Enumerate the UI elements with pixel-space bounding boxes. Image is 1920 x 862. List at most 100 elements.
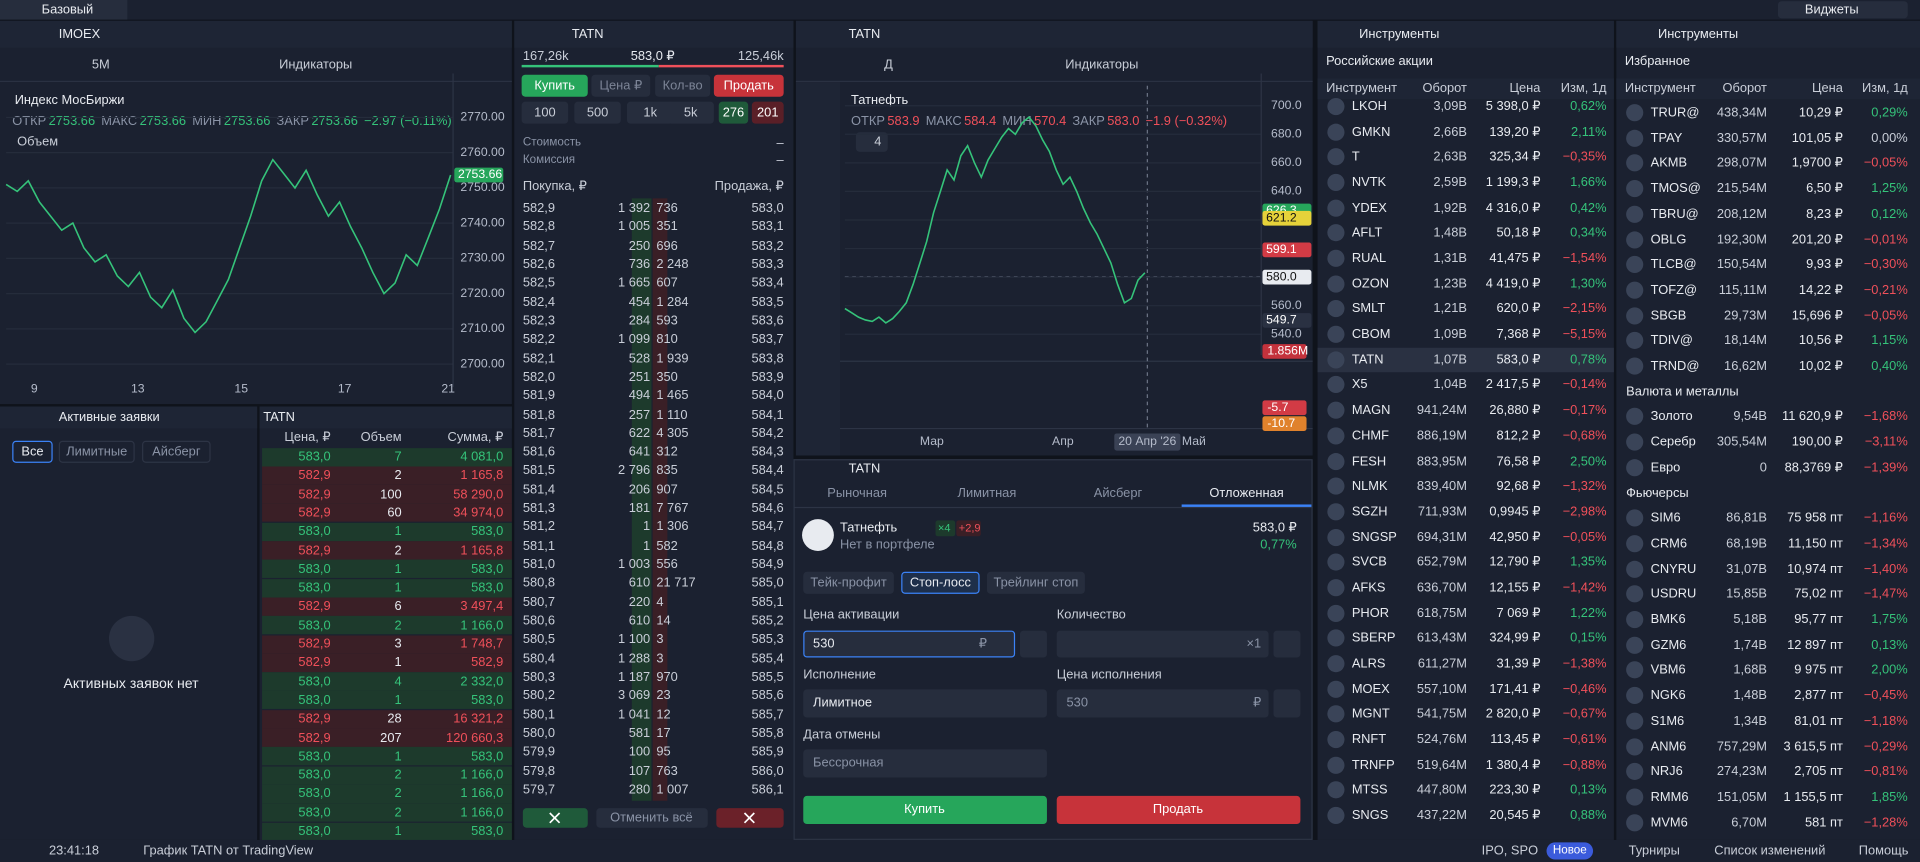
help-link[interactable]: Помощь: [1858, 843, 1909, 859]
ticker[interactable]: RNFT: [1351, 732, 1387, 747]
ticker[interactable]: TRNFP: [1351, 757, 1395, 773]
quick-quantity[interactable]: [574, 101, 621, 124]
exec-price-input[interactable]: [1056, 689, 1269, 718]
ticker[interactable]: SGZH: [1351, 504, 1388, 520]
ticker[interactable]: AFKS: [1351, 580, 1386, 595]
ticker[interactable]: OZON: [1351, 276, 1389, 292]
widgets-button-label[interactable]: Виджеты: [1804, 2, 1859, 18]
ticker[interactable]: NLMK: [1351, 478, 1388, 494]
ticker[interactable]: SNGSP: [1351, 529, 1397, 545]
quick-quantity-label[interactable]: 500: [586, 105, 609, 120]
ticker[interactable]: AKMB: [1650, 155, 1688, 171]
order-book-button[interactable]: [591, 74, 651, 97]
sell-button-label[interactable]: Продать: [1152, 802, 1204, 817]
filter-label[interactable]: Айсберг: [152, 444, 201, 460]
order-type-tab[interactable]: Айсберг: [1093, 486, 1143, 501]
ticker[interactable]: GMKN: [1351, 124, 1391, 140]
ticker[interactable]: TBRU@: [1650, 206, 1699, 222]
ticker[interactable]: NVTK: [1351, 175, 1387, 190]
stop-type-tab[interactable]: [803, 571, 894, 594]
quick-quantity[interactable]: [521, 101, 569, 124]
sell-button[interactable]: [1056, 795, 1301, 825]
stepper[interactable]: [1273, 689, 1301, 718]
ticker[interactable]: MAGN: [1351, 403, 1391, 418]
ticker[interactable]: PHOR: [1351, 605, 1389, 621]
ticker[interactable]: USDRU: [1650, 586, 1697, 602]
workspace-tab-label[interactable]: Базовый: [41, 2, 94, 18]
quick-quantity-label[interactable]: 5k: [683, 105, 698, 120]
ticker[interactable]: VBM6: [1650, 662, 1686, 678]
ticker[interactable]: TMOS@: [1650, 181, 1701, 197]
ticker[interactable]: OBLG: [1650, 232, 1687, 247]
section-title[interactable]: Фьючерсы: [1626, 485, 1689, 501]
quick-quantity-label[interactable]: 1k: [643, 105, 657, 120]
filter-label[interactable]: Лимитные: [66, 444, 128, 460]
ticker[interactable]: RMM6: [1650, 789, 1689, 805]
ticker[interactable]: X5: [1351, 377, 1368, 393]
ticker[interactable]: TATN: [1351, 352, 1384, 368]
ticker[interactable]: Серебр: [1650, 434, 1696, 450]
filter-button[interactable]: [142, 440, 211, 463]
quick-quantity[interactable]: [667, 101, 714, 124]
quick-quantity[interactable]: [626, 101, 674, 124]
filter-button[interactable]: [12, 440, 53, 463]
order-book-button-label[interactable]: Цена ₽: [599, 78, 643, 94]
tournaments-link[interactable]: Турниры: [1628, 843, 1680, 859]
workspace-tab[interactable]: [0, 0, 128, 20]
execution-select[interactable]: [803, 689, 1047, 718]
buy-button[interactable]: [803, 795, 1047, 825]
ticker[interactable]: TLCB@: [1650, 257, 1697, 273]
ticker[interactable]: MTSS: [1351, 782, 1388, 798]
ticker[interactable]: GZM6: [1650, 637, 1687, 653]
ticker[interactable]: FESH: [1351, 453, 1387, 469]
order-book-button[interactable]: [713, 74, 784, 97]
order-book-button[interactable]: [521, 74, 588, 97]
indicators-toggle[interactable]: [855, 132, 888, 152]
ticker[interactable]: CNYRU: [1650, 561, 1697, 577]
ticker[interactable]: ALRS: [1351, 656, 1386, 671]
ticker[interactable]: MGNT: [1351, 706, 1390, 722]
activation-value[interactable]: 530: [813, 636, 835, 652]
exec-price-placeholder[interactable]: 530: [1066, 695, 1088, 711]
ticker[interactable]: ANM6: [1650, 738, 1687, 754]
ticker[interactable]: MVM6: [1650, 814, 1688, 830]
stop-type-tab[interactable]: [986, 571, 1085, 594]
stepper[interactable]: [1020, 630, 1047, 658]
list-selector[interactable]: Избранное: [1624, 53, 1691, 69]
list-selector[interactable]: Российские акции: [1326, 53, 1433, 69]
changelog-link[interactable]: Список изменений: [1714, 843, 1826, 859]
ticker[interactable]: BMK6: [1650, 612, 1686, 627]
cancel-all-button[interactable]: [596, 808, 708, 828]
filter-label[interactable]: Все: [21, 444, 44, 460]
ticker[interactable]: T: [1351, 149, 1360, 165]
ticker[interactable]: CHMF: [1351, 428, 1389, 444]
ticker[interactable]: LKOH: [1351, 99, 1387, 114]
ticker[interactable]: CBOM: [1351, 327, 1391, 342]
stop-type-tab[interactable]: [901, 571, 980, 594]
order-book-button[interactable]: [655, 74, 711, 97]
ticker[interactable]: Золото: [1650, 409, 1693, 425]
ticker[interactable]: SNGS: [1351, 808, 1389, 823]
ticker[interactable]: TOFZ@: [1650, 282, 1698, 298]
widgets-button[interactable]: [1777, 1, 1908, 19]
ticker[interactable]: RUAL: [1351, 251, 1387, 266]
buy-button-label[interactable]: Купить: [904, 802, 945, 817]
stepper[interactable]: [1273, 630, 1301, 658]
ticker[interactable]: S1M6: [1650, 713, 1685, 729]
order-type-tab[interactable]: Отложенная: [1209, 486, 1284, 501]
quantity-input[interactable]: [1056, 630, 1269, 658]
stop-type-label[interactable]: Трейлинг стоп: [993, 575, 1079, 591]
activation-input[interactable]: [803, 630, 1016, 658]
ticker[interactable]: AFLT: [1351, 225, 1383, 241]
cancel-date-input[interactable]: [803, 749, 1047, 778]
indicators-button[interactable]: Индикаторы: [279, 57, 353, 73]
ticker[interactable]: YDEX: [1351, 200, 1387, 216]
ticker[interactable]: TPAY: [1650, 130, 1683, 146]
cancel-all-label[interactable]: Отменить всё: [610, 810, 693, 826]
interval-button[interactable]: Д: [884, 57, 893, 73]
order-book-button-label[interactable]: Кол-во: [662, 78, 703, 94]
ticker[interactable]: TDIV@: [1650, 333, 1693, 349]
ticker[interactable]: SBGB: [1650, 308, 1687, 323]
ticker[interactable]: CRM6: [1650, 536, 1688, 551]
ticker[interactable]: Евро: [1650, 460, 1681, 475]
